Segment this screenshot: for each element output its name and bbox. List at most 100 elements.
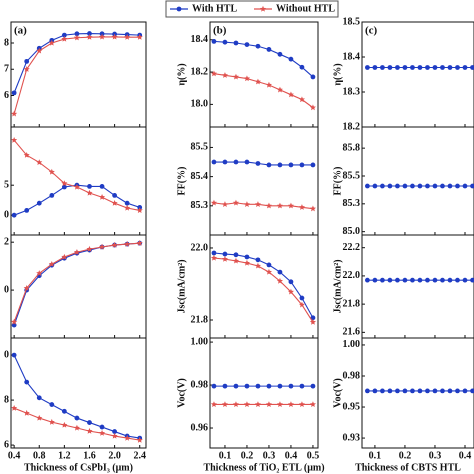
data-point xyxy=(309,401,316,407)
x-tick-label: 0.1 xyxy=(219,450,232,461)
data-point xyxy=(287,91,294,98)
data-point xyxy=(365,65,370,70)
data-point xyxy=(410,183,415,189)
data-point xyxy=(447,277,453,283)
data-point xyxy=(99,33,106,40)
data-point xyxy=(265,268,272,275)
data-point xyxy=(74,31,80,37)
data-point xyxy=(440,388,445,394)
data-point xyxy=(299,295,305,301)
data-point xyxy=(233,383,239,389)
data-point xyxy=(221,72,228,78)
data-point xyxy=(265,401,272,407)
data-point xyxy=(462,388,468,394)
data-point xyxy=(462,183,468,189)
data-point xyxy=(11,90,17,96)
data-point xyxy=(402,65,408,70)
data-point xyxy=(380,183,385,189)
y-axis-label: η(%) xyxy=(176,63,187,85)
series-line xyxy=(213,252,314,319)
data-point xyxy=(410,277,415,283)
x-tick-label: 0.3 xyxy=(263,450,276,461)
data-point xyxy=(310,315,316,321)
data-point xyxy=(111,33,118,40)
legend-box xyxy=(165,0,339,18)
data-point xyxy=(243,401,250,407)
data-point xyxy=(395,183,400,189)
y-tick-label: 18.3 xyxy=(343,86,361,97)
x-tick-label: 0.2 xyxy=(241,450,254,461)
data-point xyxy=(221,201,228,207)
data-point xyxy=(470,388,474,394)
series-line xyxy=(213,40,314,78)
y-tick-label: 85.8 xyxy=(343,142,361,153)
data-point xyxy=(136,239,143,246)
data-point xyxy=(210,254,217,261)
data-point xyxy=(462,277,468,283)
data-point xyxy=(99,429,106,436)
y-tick-label: 18.4 xyxy=(343,51,361,62)
y-tick-label: 85.5 xyxy=(343,170,361,181)
y-axis-label: FF(%) xyxy=(176,167,187,196)
data-point xyxy=(99,184,105,189)
data-point xyxy=(372,183,378,189)
data-point xyxy=(470,183,474,189)
legend-marker xyxy=(176,6,182,12)
data-point xyxy=(365,388,370,394)
data-point xyxy=(11,318,18,325)
data-point xyxy=(36,395,42,401)
data-point xyxy=(244,254,250,260)
x-tick-label: 0.1 xyxy=(369,450,382,461)
data-point xyxy=(395,65,400,70)
data-point xyxy=(222,159,228,165)
data-point xyxy=(61,421,68,428)
data-point xyxy=(99,424,105,430)
data-point xyxy=(111,432,118,439)
y-tick-label: 18.2 xyxy=(191,66,209,77)
y-tick-label: 22.0 xyxy=(343,270,361,281)
data-point xyxy=(61,32,67,38)
y-tick-label: 21.6 xyxy=(343,327,361,338)
data-point xyxy=(136,34,143,40)
data-point xyxy=(365,183,370,189)
data-point xyxy=(276,277,283,284)
data-point xyxy=(211,383,217,389)
data-point xyxy=(23,66,30,72)
y-tick-label: 22.2 xyxy=(343,242,361,253)
data-point xyxy=(210,199,217,206)
y-tick-label: 85.0 xyxy=(343,226,361,237)
data-point xyxy=(287,202,294,209)
data-point xyxy=(298,301,305,308)
x-tick-label: 2.4 xyxy=(133,450,146,461)
series-line xyxy=(213,73,314,109)
data-point xyxy=(387,183,393,189)
y-tick-label: 5 xyxy=(4,179,9,190)
plot-frame xyxy=(10,337,147,449)
data-point xyxy=(244,159,250,165)
x-tick-label: 1.6 xyxy=(83,450,96,461)
data-point xyxy=(11,212,17,218)
data-point xyxy=(74,415,80,421)
data-point xyxy=(372,388,378,394)
data-point xyxy=(395,388,400,394)
data-point xyxy=(410,388,415,394)
data-point xyxy=(255,383,261,389)
data-point xyxy=(410,65,415,70)
data-point xyxy=(61,408,67,414)
data-point xyxy=(23,152,30,158)
data-point xyxy=(299,162,305,168)
data-point xyxy=(124,434,131,441)
data-point xyxy=(232,401,239,407)
data-point xyxy=(380,65,385,70)
data-point xyxy=(24,379,30,385)
y-axis-label: Voc(V) xyxy=(332,378,343,408)
data-point xyxy=(470,65,474,70)
data-point xyxy=(73,249,80,255)
data-point xyxy=(124,34,131,40)
data-point xyxy=(298,204,305,210)
data-point xyxy=(417,277,423,283)
y-tick-label: 21.8 xyxy=(191,314,209,325)
data-point xyxy=(124,240,131,247)
data-point xyxy=(48,261,55,267)
data-point xyxy=(232,73,239,80)
